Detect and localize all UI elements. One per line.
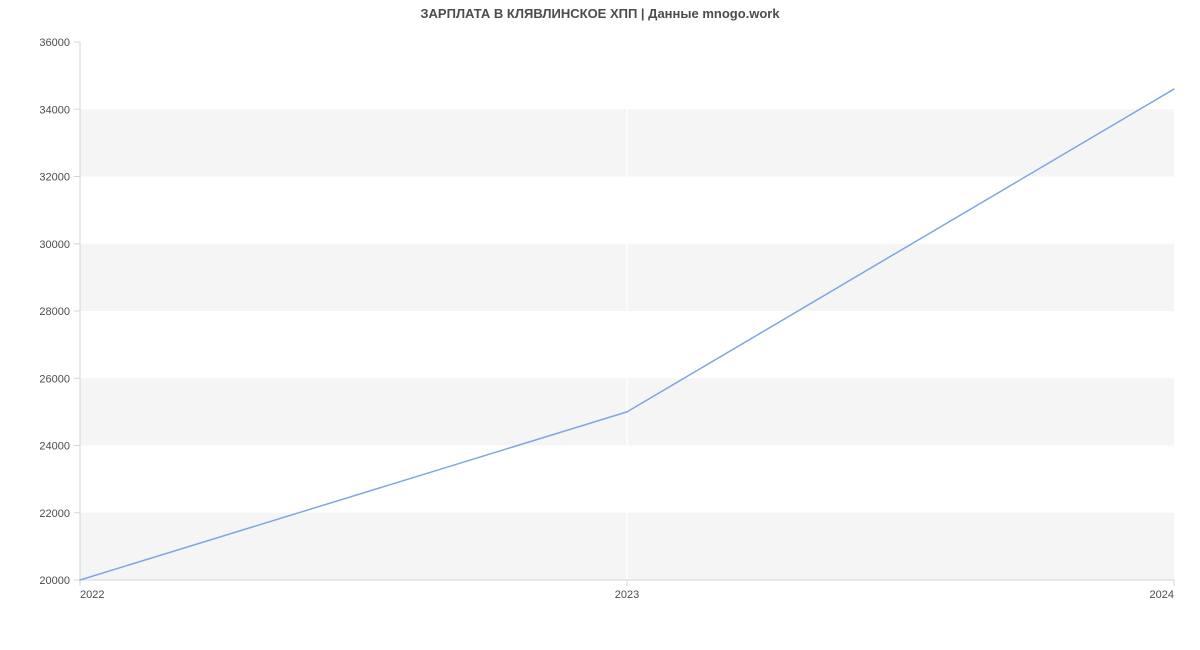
chart-title: ЗАРПЛАТА В КЛЯВЛИНСКОЕ ХПП | Данные mnog… [0,6,1200,21]
y-tick-label: 32000 [39,172,70,184]
y-tick-label: 24000 [39,441,70,453]
y-tick-label: 20000 [39,575,70,587]
y-tick-label: 30000 [39,239,70,251]
chart-svg: 20000 22000 24000 26000 28000 30000 32000 34000… [0,0,1200,650]
y-tick-label: 26000 [39,373,70,385]
y-tick-label: 22000 [39,508,70,520]
y-tick-label: 28000 [39,306,70,318]
y-tick-label: 36000 [39,37,70,49]
y-tick-label: 34000 [39,104,70,116]
x-tick-label: 2024 [1150,589,1174,601]
x-tick-label: 2023 [615,589,639,601]
chart-container: ЗАРПЛАТА В КЛЯВЛИНСКОЕ ХПП | Данные mnog… [0,0,1200,650]
x-tick-label: 2022 [80,589,104,601]
